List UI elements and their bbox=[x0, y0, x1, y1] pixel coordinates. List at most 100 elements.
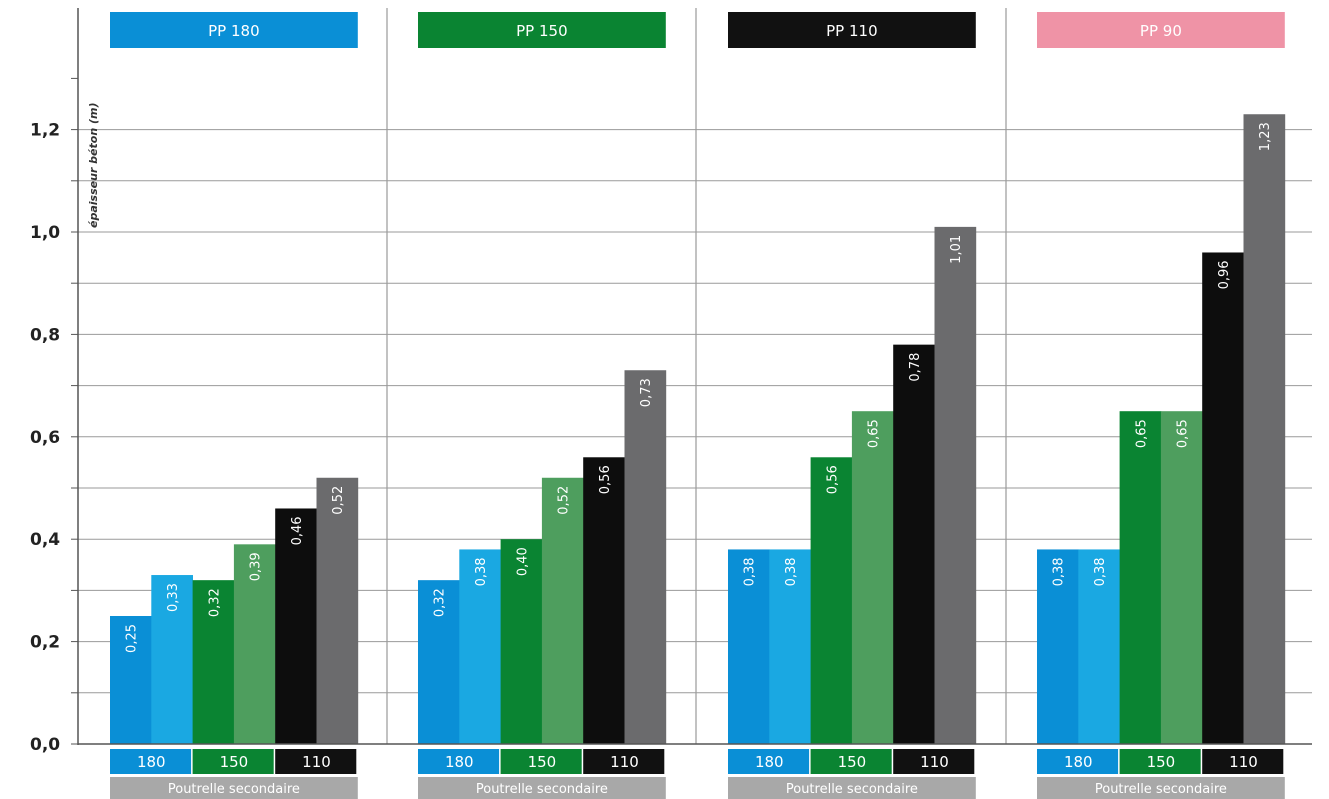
sub-caption: Poutrelle secondaire bbox=[786, 782, 918, 797]
sub-category-label: 110 bbox=[610, 753, 639, 771]
bar bbox=[810, 457, 853, 744]
bar-value-label: 0,65 bbox=[1134, 419, 1149, 448]
sub-category-box bbox=[893, 749, 975, 774]
group-title-box bbox=[110, 12, 358, 48]
bar bbox=[192, 580, 235, 744]
sub-caption-box bbox=[728, 777, 976, 799]
bar-value-label: 1,23 bbox=[1258, 122, 1273, 151]
group-title-box bbox=[1037, 12, 1285, 48]
bar bbox=[893, 344, 935, 744]
bar-value-label: 0,33 bbox=[166, 583, 181, 612]
sub-category-box bbox=[1119, 749, 1201, 774]
y-tick-label: 1,2 bbox=[30, 121, 60, 141]
bar-value-label: 0,46 bbox=[290, 516, 305, 545]
bar-value-label: 0,40 bbox=[515, 547, 530, 576]
y-tick-label: 0,8 bbox=[30, 325, 60, 345]
bar-value-label: 1,01 bbox=[949, 235, 964, 264]
bar bbox=[151, 575, 193, 744]
bar-value-label: 0,73 bbox=[639, 378, 654, 407]
bar bbox=[1243, 114, 1286, 745]
group-title: PP 110 bbox=[826, 22, 878, 40]
group-title-box bbox=[728, 12, 976, 48]
bar-value-label: 0,38 bbox=[474, 557, 489, 586]
bar bbox=[583, 457, 625, 744]
bar-value-label: 0,52 bbox=[331, 486, 346, 515]
sub-category-label: 110 bbox=[1229, 753, 1258, 771]
y-tick-label: 0,2 bbox=[30, 633, 60, 653]
bar-value-label: 0,56 bbox=[598, 465, 613, 494]
sub-category-label: 180 bbox=[1064, 753, 1093, 771]
sub-category-label: 150 bbox=[1147, 753, 1176, 771]
bar bbox=[1202, 252, 1244, 745]
sub-category-box bbox=[728, 749, 810, 774]
y-axis-label: épaisseur béton (m) bbox=[87, 103, 100, 229]
bar-value-label: 0,32 bbox=[207, 588, 222, 617]
bar bbox=[1078, 549, 1120, 744]
bar bbox=[769, 549, 811, 744]
y-tick-label: 0,6 bbox=[30, 428, 60, 448]
bar bbox=[275, 508, 317, 744]
sub-category-box bbox=[418, 749, 500, 774]
bar bbox=[1160, 411, 1203, 744]
sub-category-box bbox=[810, 749, 892, 774]
sub-category-label: 150 bbox=[838, 753, 867, 771]
bar-value-label: 0,96 bbox=[1217, 260, 1232, 289]
y-tick-label: 0,0 bbox=[30, 735, 60, 755]
sub-category-box bbox=[500, 749, 582, 774]
bar-value-label: 0,78 bbox=[908, 353, 923, 382]
bar bbox=[728, 549, 770, 744]
sub-category-box bbox=[1037, 749, 1119, 774]
group-title: PP 90 bbox=[1140, 22, 1182, 40]
sub-category-box bbox=[110, 749, 192, 774]
sub-caption-box bbox=[1037, 777, 1285, 799]
bar bbox=[418, 580, 460, 744]
sub-category-box bbox=[1202, 749, 1284, 774]
y-tick-label: 0,4 bbox=[30, 530, 60, 550]
y-tick-label: 1,0 bbox=[30, 223, 60, 243]
sub-category-label: 150 bbox=[220, 753, 249, 771]
sub-category-box bbox=[275, 749, 357, 774]
bar-value-label: 0,65 bbox=[1176, 419, 1191, 448]
sub-category-label: 110 bbox=[920, 753, 949, 771]
sub-category-box bbox=[583, 749, 665, 774]
bar-value-label: 0,25 bbox=[125, 624, 140, 653]
bar-value-label: 0,52 bbox=[557, 486, 572, 515]
bar bbox=[233, 544, 276, 744]
bar-value-label: 0,38 bbox=[1093, 557, 1108, 586]
sub-category-label: 180 bbox=[445, 753, 474, 771]
bar-value-label: 0,38 bbox=[784, 557, 799, 586]
bar bbox=[1037, 549, 1079, 744]
bar-value-label: 0,65 bbox=[867, 419, 882, 448]
bar bbox=[1119, 411, 1162, 744]
sub-category-label: 180 bbox=[137, 753, 166, 771]
sub-category-label: 150 bbox=[528, 753, 557, 771]
sub-category-label: 110 bbox=[302, 753, 331, 771]
bar bbox=[624, 370, 667, 744]
bar bbox=[459, 549, 501, 744]
bar bbox=[934, 226, 977, 744]
sub-caption: Poutrelle secondaire bbox=[168, 782, 300, 797]
bar bbox=[500, 539, 543, 744]
group-title-box bbox=[418, 12, 666, 48]
grid-layer bbox=[78, 8, 1312, 744]
sub-category-box bbox=[192, 749, 274, 774]
bar-value-label: 0,32 bbox=[433, 588, 448, 617]
sub-category-label: 180 bbox=[755, 753, 784, 771]
sub-caption-box bbox=[110, 777, 358, 799]
bar bbox=[541, 477, 584, 744]
bar-value-label: 0,39 bbox=[249, 552, 264, 581]
bar bbox=[316, 477, 359, 744]
group-title: PP 150 bbox=[516, 22, 568, 40]
bar bbox=[110, 616, 152, 744]
sub-caption: Poutrelle secondaire bbox=[476, 782, 608, 797]
bar-value-label: 0,56 bbox=[825, 465, 840, 494]
sub-caption-box bbox=[418, 777, 666, 799]
axis-layer: 0,0 0,2 0,4 0,6 0,8 1,0 1,2 bbox=[30, 8, 1312, 755]
bar-value-label: 0,38 bbox=[1052, 557, 1067, 586]
group-title: PP 180 bbox=[208, 22, 260, 40]
bar-value-label: 0,38 bbox=[743, 557, 758, 586]
sub-caption: Poutrelle secondaire bbox=[1095, 782, 1227, 797]
bar bbox=[851, 411, 894, 744]
